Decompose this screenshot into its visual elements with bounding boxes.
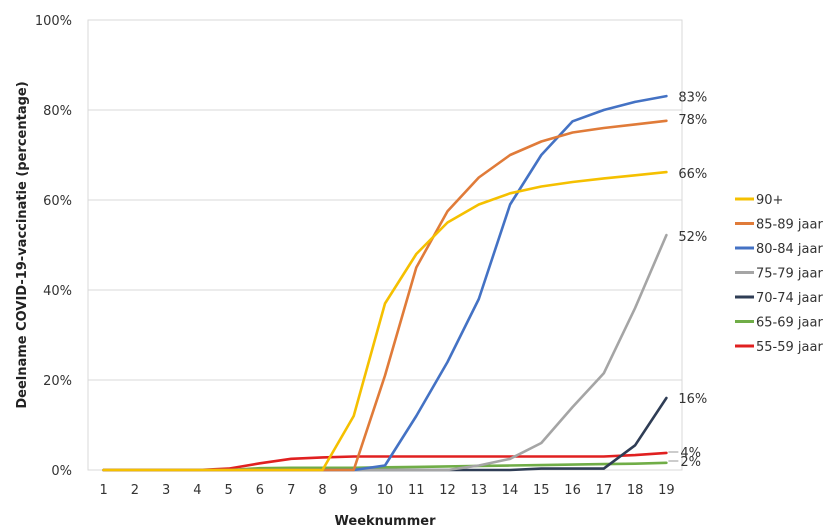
x-tick-label: 10 <box>377 483 394 498</box>
x-tick-label: 19 <box>658 483 675 498</box>
legend-entry: 55-59 jaar <box>756 340 823 355</box>
x-tick-label: 16 <box>564 483 581 498</box>
end-label: 4% <box>680 446 701 461</box>
end-labels: 83% 78% 66% 52% 16% 4%2% <box>668 91 707 470</box>
series-line <box>102 233 668 472</box>
y-tick-label: 60% <box>43 194 72 209</box>
x-tick-label: 12 <box>439 483 456 498</box>
x-tick-label: 11 <box>408 483 425 498</box>
legend-entry: 80-84 jaar <box>756 242 823 257</box>
grid <box>88 19 682 471</box>
series-line <box>102 170 668 472</box>
x-tick-label: 13 <box>471 483 488 498</box>
end-label: 52% <box>678 230 707 245</box>
plot-area-border <box>87 19 683 471</box>
y-tick-label: 0% <box>51 464 72 479</box>
x-tick-label: 1 <box>99 483 107 498</box>
y-tick-label: 80% <box>43 104 72 119</box>
x-tick-label: 8 <box>318 483 326 498</box>
x-tick-label: 9 <box>350 483 358 498</box>
legend-entry: 85-89 jaar <box>756 218 823 233</box>
end-label: 78% <box>678 113 707 128</box>
series-line <box>102 94 668 472</box>
x-tick-label: 18 <box>627 483 644 498</box>
y-tick-labels: 0% 20% 40% 60% 80% 100% <box>35 14 72 479</box>
x-tick-label: 2 <box>131 483 139 498</box>
x-tick-labels: 1 2 3 4 5 6 7 8 9 10 11 12 13 14 15 16 17 18 19 <box>99 483 674 498</box>
y-tick-label: 40% <box>43 284 72 299</box>
x-tick-label: 6 <box>256 483 264 498</box>
end-label: 83% <box>678 91 707 106</box>
legend-entry: 90+ <box>756 193 783 208</box>
x-tick-label: 5 <box>225 483 233 498</box>
x-tick-label: 4 <box>193 483 201 498</box>
y-axis-title: Deelname COVID-19-vaccinatie (percentage… <box>15 81 30 408</box>
y-tick-label: 100% <box>35 14 72 29</box>
series-lines <box>102 94 668 472</box>
x-tick-label: 3 <box>162 483 170 498</box>
end-label: 66% <box>678 167 707 182</box>
series-line <box>102 396 668 472</box>
x-axis-title: Weeknummer <box>335 514 437 529</box>
y-tick-label: 20% <box>43 374 72 389</box>
legend-entry: 75-79 jaar <box>756 267 823 282</box>
x-tick-label: 15 <box>533 483 550 498</box>
legend-entry: 70-74 jaar <box>756 291 823 306</box>
x-tick-label: 17 <box>596 483 613 498</box>
x-tick-label: 14 <box>502 483 519 498</box>
legend-entry: 65-69 jaar <box>756 316 823 331</box>
end-label: 16% <box>678 392 707 407</box>
series-line <box>102 119 668 472</box>
legend: 90+ 85-89 jaar 80-84 jaar 75-79 jaar 70-74 j… <box>735 193 823 355</box>
end-label: 2% <box>680 455 701 470</box>
x-tick-label: 7 <box>287 483 295 498</box>
